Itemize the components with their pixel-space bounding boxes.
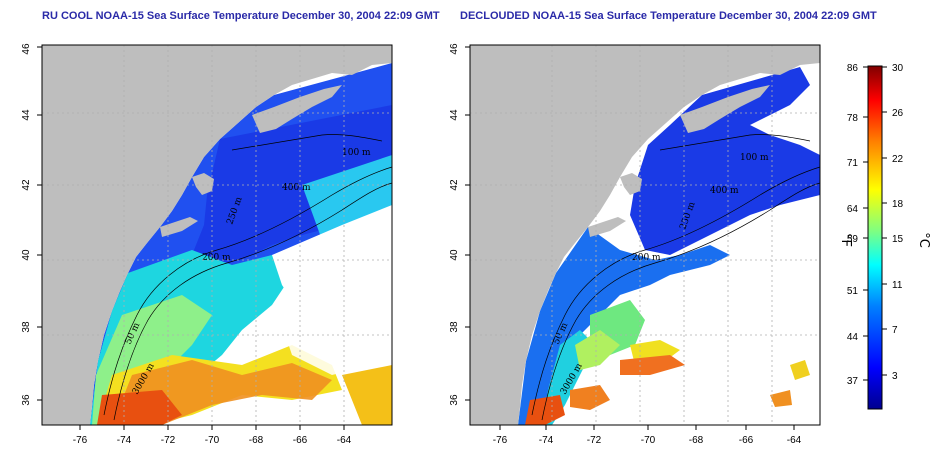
right-lon-tick: -74 bbox=[539, 435, 554, 446]
colorbar-celsius-unit: °C bbox=[916, 232, 931, 248]
left-grid bbox=[42, 45, 392, 425]
left-lon-tick: -74 bbox=[117, 435, 132, 446]
left-lat-tick: 46 bbox=[21, 43, 32, 55]
right-lat-tick: 42 bbox=[449, 179, 460, 191]
left-lon-tick: -76 bbox=[73, 435, 88, 446]
right-lat-tick: 46 bbox=[449, 43, 460, 55]
right-lat-tick: 36 bbox=[449, 394, 460, 406]
left-lon-tick: -68 bbox=[249, 435, 264, 446]
right-map: 100 m 400 m 200 m 250 m 50 m 3000 m -76 … bbox=[449, 43, 821, 446]
colorbar-f-tick: 44 bbox=[847, 332, 859, 343]
left-panel-title: RU COOL NOAA-15 Sea Surface Temperature … bbox=[42, 10, 440, 22]
left-contour-label-100m: 100 m bbox=[342, 148, 371, 158]
left-sst-field bbox=[90, 63, 392, 425]
right-panel-title: DECLOUDED NOAA-15 Sea Surface Temperatur… bbox=[460, 10, 877, 22]
colorbar-f-tick: 78 bbox=[847, 113, 859, 124]
colorbar-c-tick: 22 bbox=[892, 154, 904, 165]
left-lon-tick: -66 bbox=[293, 435, 308, 446]
right-lon-tick: -66 bbox=[739, 435, 754, 446]
colorbar-c-tick: 7 bbox=[892, 325, 898, 336]
right-lon-tick: -64 bbox=[787, 435, 802, 446]
right-contour-label-200m: 200 m bbox=[632, 253, 661, 263]
colorbar-f-tick: 86 bbox=[847, 63, 859, 74]
colorbar-c-tick: 18 bbox=[892, 199, 904, 210]
colorbar-c-tick: 11 bbox=[892, 280, 903, 291]
colorbar-f-tick: 64 bbox=[847, 204, 859, 215]
right-grid bbox=[470, 45, 820, 425]
colorbar-f-tick: 37 bbox=[847, 376, 859, 387]
colorbar: 86 78 71 64 59 51 44 37 30 26 22 18 15 1… bbox=[838, 63, 931, 410]
colorbar-c-tick: 3 bbox=[892, 371, 898, 382]
right-lon-tick: -72 bbox=[587, 435, 602, 446]
colorbar-f-tick: 71 bbox=[847, 158, 859, 169]
colorbar-f-tick: 51 bbox=[847, 286, 859, 297]
right-lon-tick: -68 bbox=[689, 435, 704, 446]
left-lat-tick: 42 bbox=[21, 179, 32, 191]
right-contour-label-100m: 100 m bbox=[740, 153, 769, 163]
left-contour-label-200m: 200 m bbox=[202, 253, 231, 263]
colorbar-fahrenheit-unit: °F bbox=[838, 233, 853, 247]
left-map: 100 m 400 m 200 m 250 m 50 m 3000 m -76 … bbox=[21, 43, 393, 446]
right-lat-tick: 40 bbox=[449, 249, 460, 261]
right-contour-label-400m: 400 m bbox=[710, 186, 739, 196]
colorbar-c-tick: 15 bbox=[892, 234, 904, 245]
left-lon-tick: -70 bbox=[205, 435, 220, 446]
colorbar-f-tick: 59 bbox=[847, 234, 859, 245]
left-contour-label-400m: 400 m bbox=[282, 183, 311, 193]
right-lat-tick: 38 bbox=[449, 321, 460, 333]
left-lat-tick: 44 bbox=[21, 109, 32, 121]
colorbar-c-tick: 30 bbox=[892, 63, 904, 74]
left-lat-tick: 38 bbox=[21, 321, 32, 333]
right-lon-tick: -76 bbox=[493, 435, 508, 446]
left-lon-tick: -64 bbox=[337, 435, 352, 446]
right-lon-tick: -70 bbox=[641, 435, 656, 446]
left-lon-tick: -72 bbox=[161, 435, 176, 446]
left-lat-tick: 36 bbox=[21, 394, 32, 406]
right-lat-tick: 44 bbox=[449, 109, 460, 121]
right-sst-field bbox=[518, 67, 820, 425]
left-lat-tick: 40 bbox=[21, 249, 32, 261]
colorbar-c-tick: 26 bbox=[892, 108, 904, 119]
